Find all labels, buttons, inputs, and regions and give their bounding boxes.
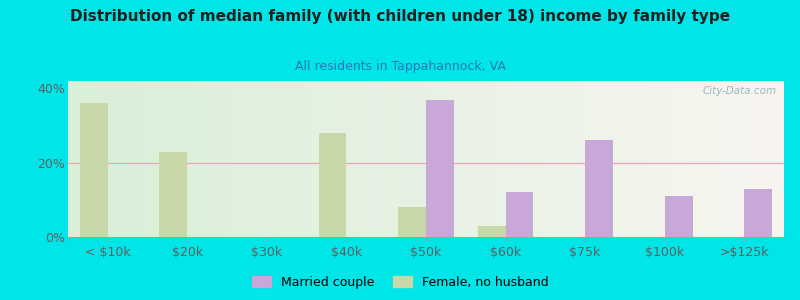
Bar	[506, 192, 534, 237]
Text: City-Data.com: City-Data.com	[702, 86, 777, 96]
Text: All residents in Tappahannock, VA: All residents in Tappahannock, VA	[294, 60, 506, 73]
Text: Distribution of median family (with children under 18) income by family type: Distribution of median family (with chil…	[70, 9, 730, 24]
Bar	[585, 140, 613, 237]
Bar	[426, 100, 454, 237]
Bar	[665, 196, 693, 237]
Bar	[478, 226, 506, 237]
Legend: Married couple, Female, no husband: Married couple, Female, no husband	[247, 271, 553, 294]
Bar	[159, 152, 187, 237]
Bar	[318, 133, 346, 237]
Bar	[80, 103, 108, 237]
Bar	[744, 189, 772, 237]
Bar	[398, 207, 426, 237]
